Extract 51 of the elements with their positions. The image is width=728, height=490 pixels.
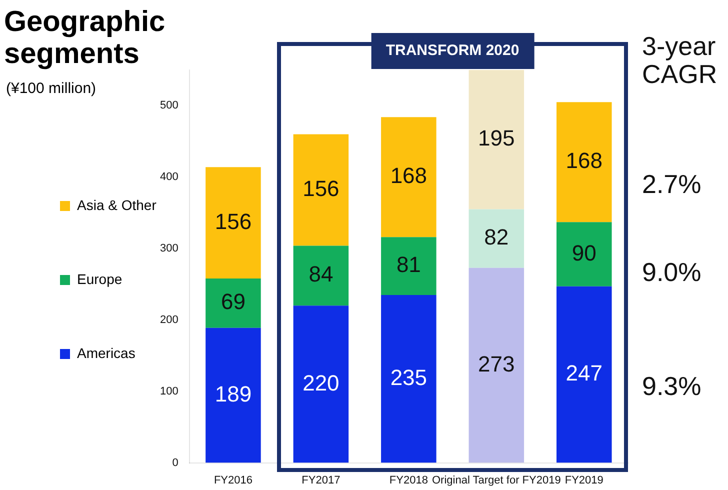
x-tick-label: FY2017 <box>302 474 340 486</box>
text: 2.7% <box>642 169 702 199</box>
bar <box>556 102 612 222</box>
bar <box>468 209 524 268</box>
bar <box>381 237 436 295</box>
data-label: 220 <box>302 370 340 396</box>
bar <box>381 294 436 463</box>
legend-label: Americas <box>77 344 136 361</box>
data-label: 273 <box>478 351 515 376</box>
y-tick-label: 200 <box>160 314 178 326</box>
bar <box>293 134 349 246</box>
text: 9.0% <box>642 257 702 287</box>
data-label: 90 <box>572 240 596 266</box>
data-label: 156 <box>302 176 340 202</box>
y-axis-title: (¥100 million) <box>6 80 96 97</box>
data-label: 82 <box>484 224 509 250</box>
x-tick-label: FY2018 <box>389 474 428 486</box>
data-label: 235 <box>390 364 428 390</box>
bar <box>468 268 524 463</box>
y-tick-label: 0 <box>172 456 178 469</box>
data-label: 247 <box>566 360 602 386</box>
text: 9.3% <box>642 371 702 401</box>
legend-label: Europe <box>77 270 122 287</box>
y-tick-label: 300 <box>160 242 178 255</box>
x-tick-label: FY2019 <box>564 474 604 486</box>
x-tick-label: FY2016 <box>214 474 252 486</box>
data-label: 81 <box>396 252 421 278</box>
bar <box>468 70 524 210</box>
bar <box>381 117 436 238</box>
bar <box>556 222 612 286</box>
data-label: 168 <box>566 148 602 174</box>
bar <box>206 328 261 463</box>
data-label: 168 <box>390 163 428 188</box>
data-label: 195 <box>478 126 515 151</box>
data-label: 156 <box>214 208 252 234</box>
text: 3-year CAGR <box>642 31 718 89</box>
data-label: 189 <box>214 381 252 406</box>
bar <box>293 306 349 463</box>
text: TRANSFORM 2020 <box>370 33 534 69</box>
y-tick-label: 500 <box>160 100 178 112</box>
chart-title: Geographic segments <box>4 6 166 70</box>
data-label: 69 <box>220 289 246 314</box>
bar <box>206 278 261 328</box>
x-tick-label: Original Target for FY2019 <box>432 474 561 486</box>
bar <box>293 246 349 306</box>
bar <box>556 286 612 463</box>
y-tick-label: 400 <box>160 171 178 184</box>
data-label: 84 <box>308 262 334 287</box>
bar <box>206 167 261 279</box>
y-tick-label: 100 <box>160 385 178 398</box>
legend-label: Asia & Other <box>77 196 157 213</box>
